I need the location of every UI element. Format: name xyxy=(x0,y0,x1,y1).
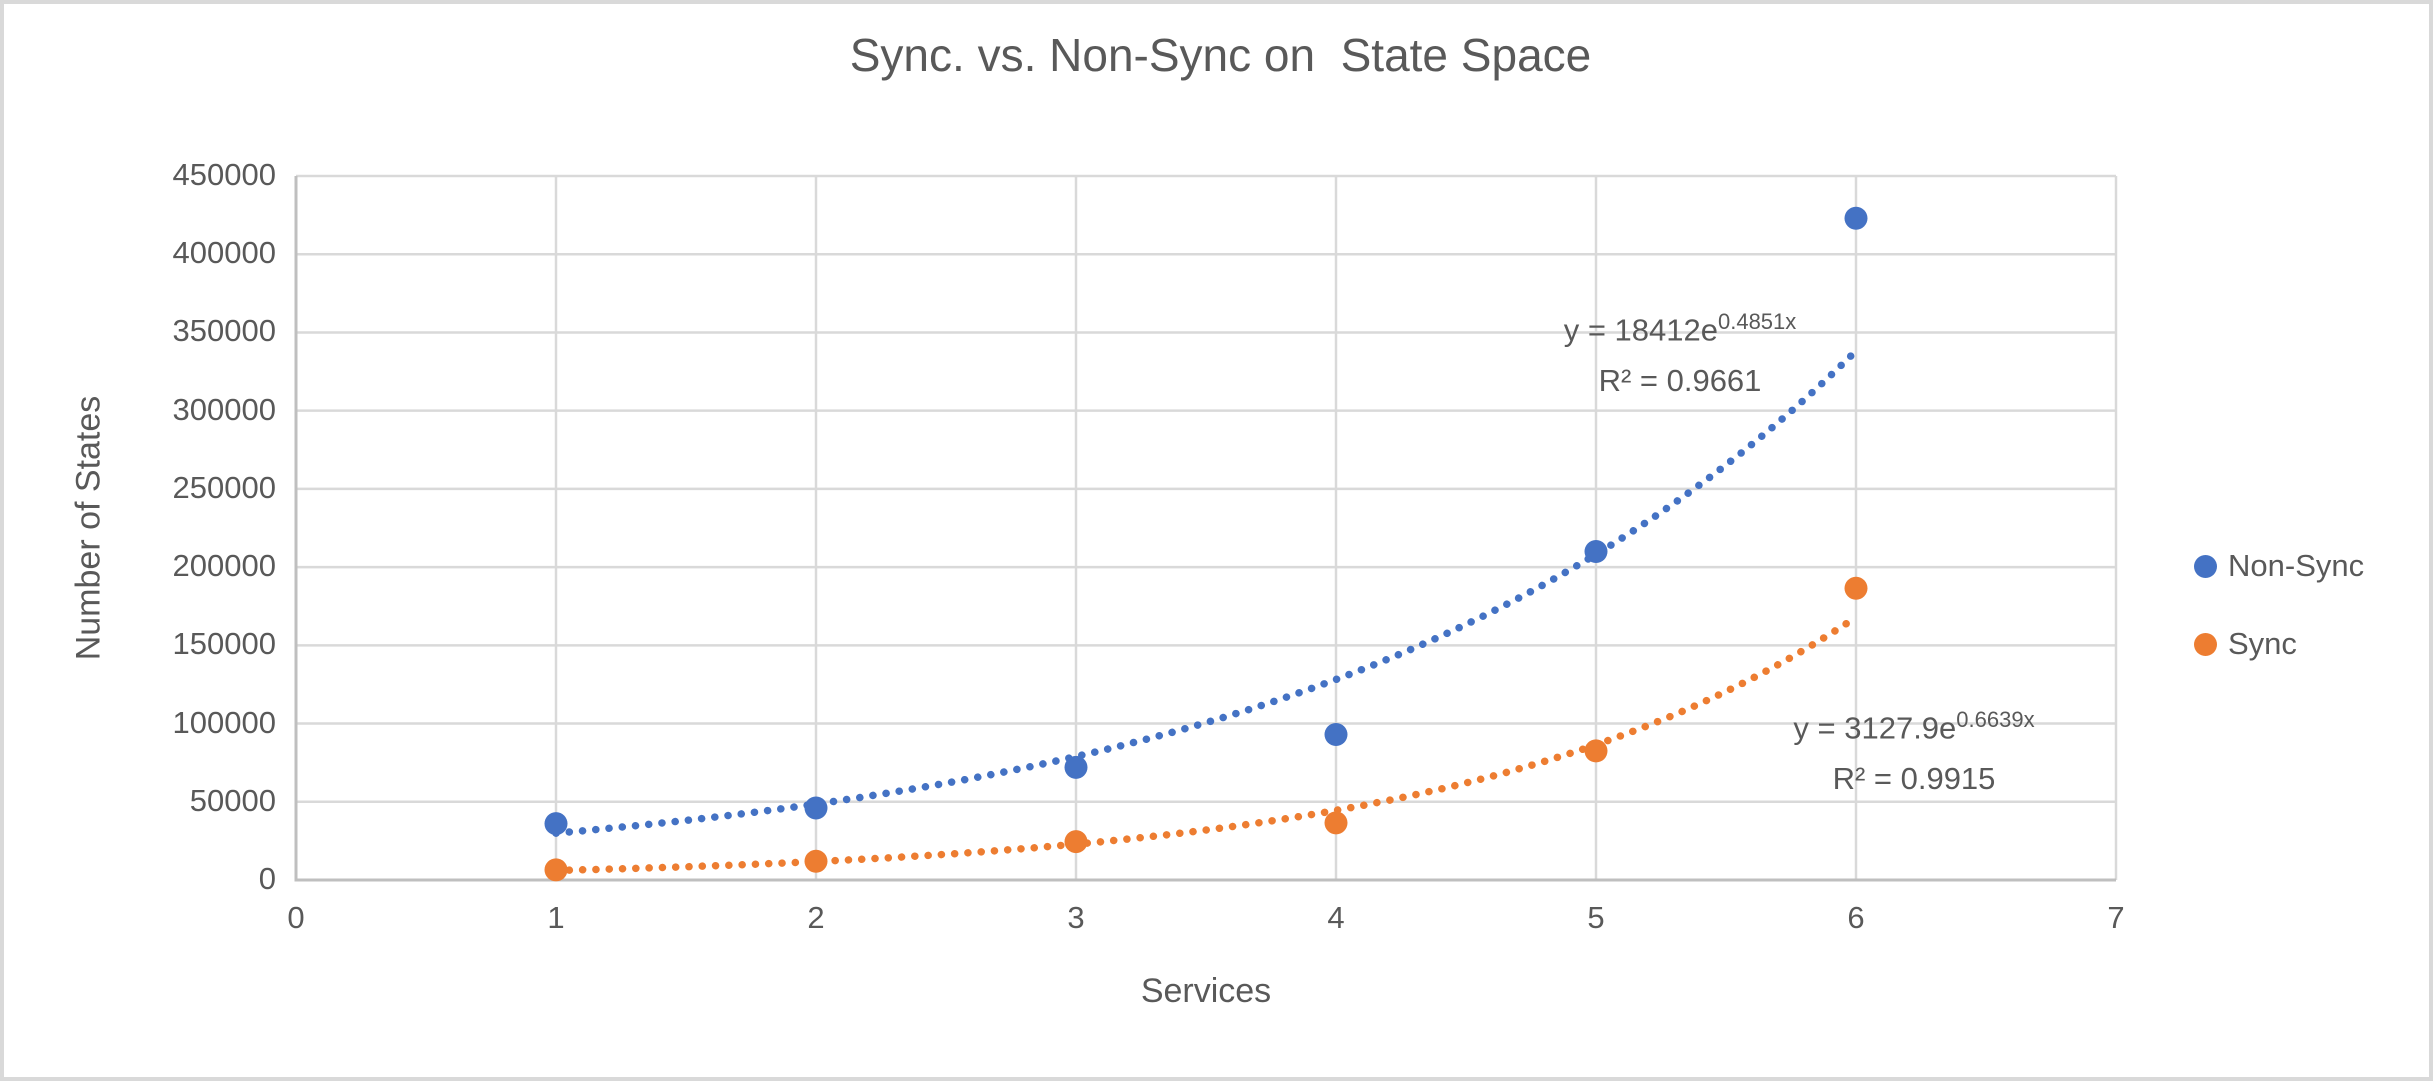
x-tick-label: 3 xyxy=(1067,900,1085,935)
trendline-equation-nonsync-formula: y = 18412e0.4851x xyxy=(1563,309,1797,348)
plot-area xyxy=(294,174,2118,882)
y-tick-label: 400000 xyxy=(172,235,276,271)
trendline-non-sync xyxy=(552,347,1860,837)
legend: Non-Sync Sync xyxy=(2194,548,2364,662)
y-tick-label: 150000 xyxy=(172,626,276,662)
trendline-equation-sync-formula: y = 3127.9e0.6639x xyxy=(1793,707,2035,746)
x-tick-label: 0 xyxy=(287,900,305,935)
x-tick-label: 6 xyxy=(1847,900,1865,935)
y-tick-label: 350000 xyxy=(172,313,276,349)
y-tick-label: 300000 xyxy=(172,391,276,427)
data-point-non-sync xyxy=(544,812,568,836)
x-tick-label: 1 xyxy=(547,900,565,935)
y-axis-title: Number of States xyxy=(69,395,108,661)
y-tick-label: 450000 xyxy=(172,157,276,192)
data-point-sync xyxy=(1584,739,1608,763)
y-tick-label: 100000 xyxy=(172,704,276,740)
trendline-equation-nonsync: y = 18412e0.4851x R² = 0.9661 xyxy=(1470,296,1890,406)
x-tick-label: 4 xyxy=(1327,900,1345,935)
x-tick-label: 7 xyxy=(2107,900,2125,935)
legend-label-nonsync: Non-Sync xyxy=(2228,548,2365,583)
data-point-sync xyxy=(1844,576,1868,600)
data-point-non-sync xyxy=(1844,206,1868,230)
legend-label-sync: Sync xyxy=(2228,626,2297,661)
data-point-sync xyxy=(544,858,568,882)
data-point-non-sync xyxy=(1584,539,1608,563)
data-point-non-sync xyxy=(804,796,828,820)
y-tick-label: 250000 xyxy=(172,469,276,505)
legend-item-sync: Sync xyxy=(2194,626,2364,662)
data-point-sync xyxy=(804,849,828,873)
x-axis-title: Services xyxy=(1140,972,1272,1010)
data-point-sync xyxy=(1324,811,1348,835)
data-point-non-sync xyxy=(1064,755,1088,779)
trendline-equation-sync: y = 3127.9e0.6639x R² = 0.9915 xyxy=(1704,694,2124,804)
legend-marker-sync-icon xyxy=(2194,632,2217,656)
data-point-sync xyxy=(1064,830,1088,854)
trendline-equation-sync-r2: R² = 0.9915 xyxy=(1832,761,1996,797)
trendline-equation-nonsync-r2: R² = 0.9661 xyxy=(1598,363,1762,399)
x-tick-label: 2 xyxy=(807,900,825,935)
y-tick-label: 0 xyxy=(258,861,276,896)
trendline-sync xyxy=(552,613,1860,875)
legend-item-nonsync: Non-Sync xyxy=(2194,548,2364,584)
y-tick-label: 200000 xyxy=(172,548,276,584)
legend-marker-nonsync-icon xyxy=(2194,554,2217,578)
data-point-non-sync xyxy=(1324,723,1348,747)
x-tick-label: 5 xyxy=(1587,900,1605,935)
chart-title: Sync. vs. Non-Sync on State Space xyxy=(849,29,1592,81)
y-tick-label: 50000 xyxy=(189,782,276,818)
